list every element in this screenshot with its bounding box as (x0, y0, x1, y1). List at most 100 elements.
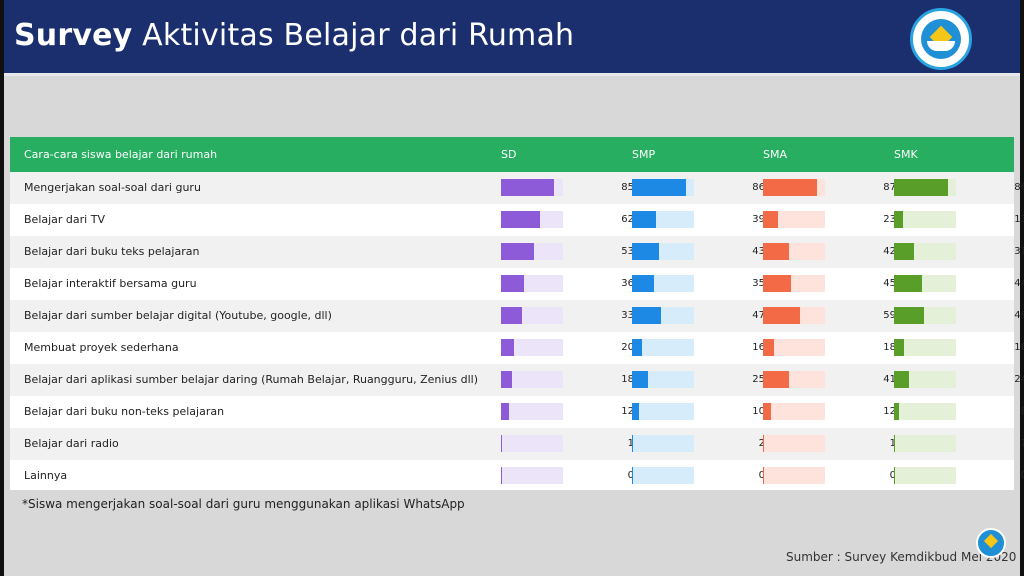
bar-smp (632, 275, 654, 292)
bar-smp (632, 307, 662, 324)
bar-sma (763, 211, 778, 228)
bar-track-smp (632, 371, 694, 388)
header-bar: Survey Aktivitas Belajar dari Rumah (4, 0, 1020, 76)
table-row: Belajar dari buku teks pelajaran53,4%43,… (10, 236, 1024, 268)
group-header-smk: SMK (894, 148, 918, 161)
bar-smk (894, 339, 905, 356)
bar-smp (632, 211, 657, 228)
bar-track-sma (763, 211, 825, 228)
bar-track-sd (501, 339, 563, 356)
bar-sma (763, 371, 789, 388)
bar-track-smk (894, 371, 956, 388)
bar-smk (894, 275, 922, 292)
group-header-smp: SMP (632, 148, 656, 161)
bar-track-sd (501, 435, 563, 452)
bar-track-sd (501, 179, 563, 196)
bar-sd (501, 371, 513, 388)
slide: Survey Aktivitas Belajar dari Rumah Cara… (4, 0, 1024, 576)
group-header-sma: SMA (763, 148, 787, 161)
bar-track-smk (894, 403, 956, 420)
bar-track-smk (894, 275, 956, 292)
bar-track-sma (763, 339, 825, 356)
bar-sma (763, 243, 790, 260)
row-label: Belajar dari aplikasi sumber belajar dar… (24, 373, 478, 386)
bar-smp (632, 403, 639, 420)
bar-track-sma (763, 243, 825, 260)
table-row: Belajar dari buku non-teks pelajaran12,4… (10, 396, 1024, 428)
bar-track-sma (763, 467, 825, 484)
bar-smk (894, 243, 914, 260)
bar-smp (632, 243, 659, 260)
footnote: *Siswa mengerjakan soal-soal dari guru m… (22, 497, 465, 511)
bar-sma (763, 275, 792, 292)
slide-title: Survey Aktivitas Belajar dari Rumah (14, 18, 575, 53)
bar-sd (501, 307, 523, 324)
value-label-smk: 0,3% (1020, 470, 1024, 481)
table-row: Membuat proyek sederhana20,3%16,5%18,5%1… (10, 332, 1024, 364)
bar-track-smk (894, 211, 956, 228)
bar-sma (763, 403, 771, 420)
bar-track-smk (894, 307, 956, 324)
row-label: Belajar dari sumber belajar digital (You… (24, 309, 332, 322)
row-label: Lainnya (24, 469, 68, 482)
bar-track-smk (894, 467, 956, 484)
bar-track-sd (501, 211, 563, 228)
bar-sd (501, 179, 555, 196)
row-label: Mengerjakan soal-soal dari guru (24, 181, 201, 194)
bar-track-smp (632, 243, 694, 260)
table-row: Mengerjakan soal-soal dari guru85,9%86,4… (10, 172, 1024, 204)
bar-track-sma (763, 179, 825, 196)
row-label: Belajar dari TV (24, 213, 105, 226)
bar-track-smp (632, 179, 694, 196)
bar-track-smp (632, 403, 694, 420)
bar-smk (894, 179, 948, 196)
source-caption: Sumber : Survey Kemdikbud Mei 2020 (786, 550, 1017, 564)
bar-track-sd (501, 275, 563, 292)
table-row: Belajar interaktif bersama guru36,6%35,1… (10, 268, 1024, 300)
bar-sd (501, 275, 524, 292)
bar-sma (763, 179, 818, 196)
bar-track-smp (632, 467, 694, 484)
bar-smp (632, 371, 648, 388)
value-label-smk: 13,8% (1014, 214, 1024, 225)
row-label: Belajar dari buku teks pelajaran (24, 245, 200, 258)
bar-sd (501, 435, 503, 452)
bar-track-smp (632, 339, 694, 356)
bar-smk (894, 371, 909, 388)
survey-table: Cara-cara siswa belajar dari rumah SD SMP… (10, 137, 1024, 492)
bar-sd (501, 243, 535, 260)
logo-emblem (921, 19, 961, 59)
row-label: Belajar dari radio (24, 437, 119, 450)
category-header: Cara-cara siswa belajar dari rumah (24, 148, 218, 161)
value-label-smk: 16,5% (1014, 342, 1024, 353)
row-label: Belajar interaktif bersama guru (24, 277, 197, 290)
bar-track-smp (632, 275, 694, 292)
bar-track-smk (894, 243, 956, 260)
bar-sd (501, 339, 514, 356)
value-label-smk: 31,5% (1014, 246, 1024, 257)
bar-smp (632, 179, 686, 196)
value-label-smk: 44,6% (1014, 278, 1024, 289)
table-header: Cara-cara siswa belajar dari rumah SD SMP… (10, 137, 1014, 172)
small-logo-icon (976, 528, 1006, 558)
row-label: Belajar dari buku non-teks pelajaran (24, 405, 225, 418)
bar-track-smk (894, 435, 956, 452)
small-logo-star (983, 533, 999, 549)
row-label: Membuat proyek sederhana (24, 341, 179, 354)
bar-track-sd (501, 467, 563, 484)
bar-track-smk (894, 179, 956, 196)
bar-smk (894, 467, 895, 484)
tut-wuri-handayani-logo-icon (910, 8, 972, 70)
bar-track-sma (763, 403, 825, 420)
bar-track-sma (763, 307, 825, 324)
bar-sma (763, 467, 764, 484)
bar-track-sd (501, 243, 563, 260)
table-row: Belajar dari sumber belajar digital (You… (10, 300, 1024, 332)
logo-wing (927, 41, 955, 51)
bar-track-sma (763, 371, 825, 388)
bar-sd (501, 211, 540, 228)
bar-sd (501, 467, 502, 484)
bar-smk (894, 435, 895, 452)
